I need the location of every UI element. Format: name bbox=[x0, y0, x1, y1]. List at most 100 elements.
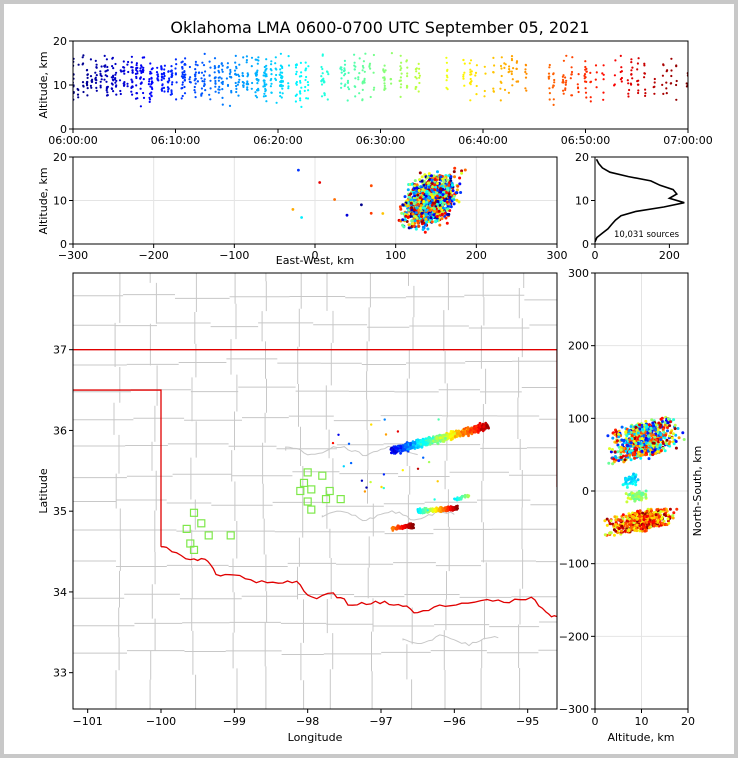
ew-height-point bbox=[430, 178, 434, 182]
time-height-point bbox=[524, 64, 528, 67]
ew-height-point bbox=[437, 209, 441, 213]
time-height-point bbox=[511, 78, 514, 81]
county-line bbox=[325, 273, 334, 709]
ew-height-point bbox=[420, 179, 424, 183]
time-height-point bbox=[636, 80, 639, 83]
time-height-point bbox=[246, 86, 249, 89]
time-height-point bbox=[346, 99, 349, 102]
county-line bbox=[480, 273, 487, 709]
ew-height-point bbox=[435, 215, 439, 218]
ew-height-point bbox=[424, 186, 428, 190]
time-height-point bbox=[264, 87, 267, 91]
time-height-ytick-label: 20 bbox=[53, 35, 67, 48]
time-height-point bbox=[217, 79, 220, 82]
plan-view-point bbox=[454, 429, 458, 433]
time-height-point bbox=[209, 66, 212, 69]
time-height-point bbox=[630, 61, 633, 64]
ew-height-point bbox=[403, 195, 407, 199]
time-height-point bbox=[281, 71, 284, 74]
time-height-point bbox=[111, 56, 114, 59]
time-height-point bbox=[265, 64, 268, 67]
ew-height-point bbox=[411, 212, 415, 216]
time-height-point bbox=[170, 69, 173, 72]
time-height-point bbox=[127, 70, 130, 74]
time-height-xtick-label: 06:50:00 bbox=[561, 134, 610, 147]
time-height-point bbox=[163, 72, 166, 75]
time-height-point bbox=[130, 66, 133, 69]
time-height-point bbox=[134, 97, 138, 100]
time-height-point bbox=[602, 73, 605, 76]
time-height-point bbox=[200, 87, 203, 90]
plan-view-point bbox=[404, 443, 407, 447]
ew-height-point bbox=[452, 198, 456, 202]
time-height-point bbox=[630, 69, 633, 72]
time-height-point bbox=[250, 56, 254, 59]
time-height-point bbox=[238, 78, 241, 81]
time-height-point bbox=[300, 86, 303, 89]
time-height-point bbox=[194, 73, 197, 76]
time-height-point bbox=[278, 73, 281, 76]
time-height-point bbox=[196, 64, 199, 67]
lma-station-marker bbox=[303, 468, 312, 477]
plan-view-point bbox=[439, 510, 443, 514]
time-height-point bbox=[103, 54, 106, 58]
time-height-point bbox=[399, 68, 402, 72]
time-height-point bbox=[217, 66, 220, 69]
time-height-point bbox=[114, 81, 117, 84]
time-height-point bbox=[106, 69, 109, 72]
time-height-point bbox=[256, 89, 259, 92]
ew-height-point bbox=[423, 223, 427, 227]
ew-height-point bbox=[459, 191, 463, 194]
time-height-point bbox=[469, 83, 472, 86]
time-height-point bbox=[372, 71, 375, 74]
ew-height-grid bbox=[72, 156, 558, 245]
time-height-point bbox=[214, 82, 217, 85]
time-height-point bbox=[515, 67, 518, 70]
time-height-point bbox=[637, 57, 640, 60]
time-height-point bbox=[254, 91, 257, 94]
time-height-point bbox=[561, 81, 564, 84]
time-height-point bbox=[515, 80, 518, 83]
time-height-point bbox=[245, 61, 248, 64]
ew-height-point bbox=[417, 224, 421, 228]
ns-height-point bbox=[666, 429, 669, 433]
time-height-point bbox=[136, 66, 139, 69]
time-height-point bbox=[226, 62, 229, 65]
plan-view-point bbox=[407, 525, 410, 528]
time-height-point bbox=[142, 66, 145, 69]
time-height-point bbox=[524, 76, 528, 79]
time-height-point bbox=[629, 82, 633, 85]
time-height-point bbox=[234, 73, 237, 76]
time-height-point bbox=[548, 98, 551, 101]
time-height-point bbox=[126, 82, 129, 85]
ns-height-point bbox=[620, 456, 623, 459]
plan-view-point bbox=[399, 445, 403, 449]
time-height-point bbox=[636, 68, 639, 71]
plan-view-point bbox=[402, 526, 406, 529]
ew-height-point bbox=[423, 230, 427, 234]
ew-height-point bbox=[413, 194, 417, 198]
plan-view-point bbox=[424, 437, 428, 441]
time-height-point bbox=[627, 92, 630, 95]
time-height-point bbox=[233, 69, 237, 72]
ew-height-point bbox=[458, 176, 462, 180]
time-height-ylabel: Altitude, km bbox=[37, 51, 50, 118]
time-height-point bbox=[470, 80, 473, 83]
time-height-point bbox=[213, 71, 216, 74]
ew-height-point bbox=[422, 183, 426, 187]
time-height-point bbox=[141, 56, 144, 59]
plan-view-ytick-label: 35 bbox=[53, 505, 67, 518]
time-height-point bbox=[295, 83, 298, 86]
time-height-point bbox=[264, 94, 267, 98]
plan-view-point bbox=[431, 509, 435, 513]
ns-height-point bbox=[626, 519, 630, 523]
time-height-point bbox=[353, 85, 356, 88]
time-height-point bbox=[287, 64, 291, 67]
time-height-point bbox=[585, 67, 588, 70]
ns-height-point bbox=[633, 432, 637, 436]
ew-height-point bbox=[439, 187, 443, 191]
ns-height-point bbox=[634, 446, 637, 450]
ew-height-point bbox=[421, 206, 425, 210]
time-height-point bbox=[221, 88, 224, 91]
